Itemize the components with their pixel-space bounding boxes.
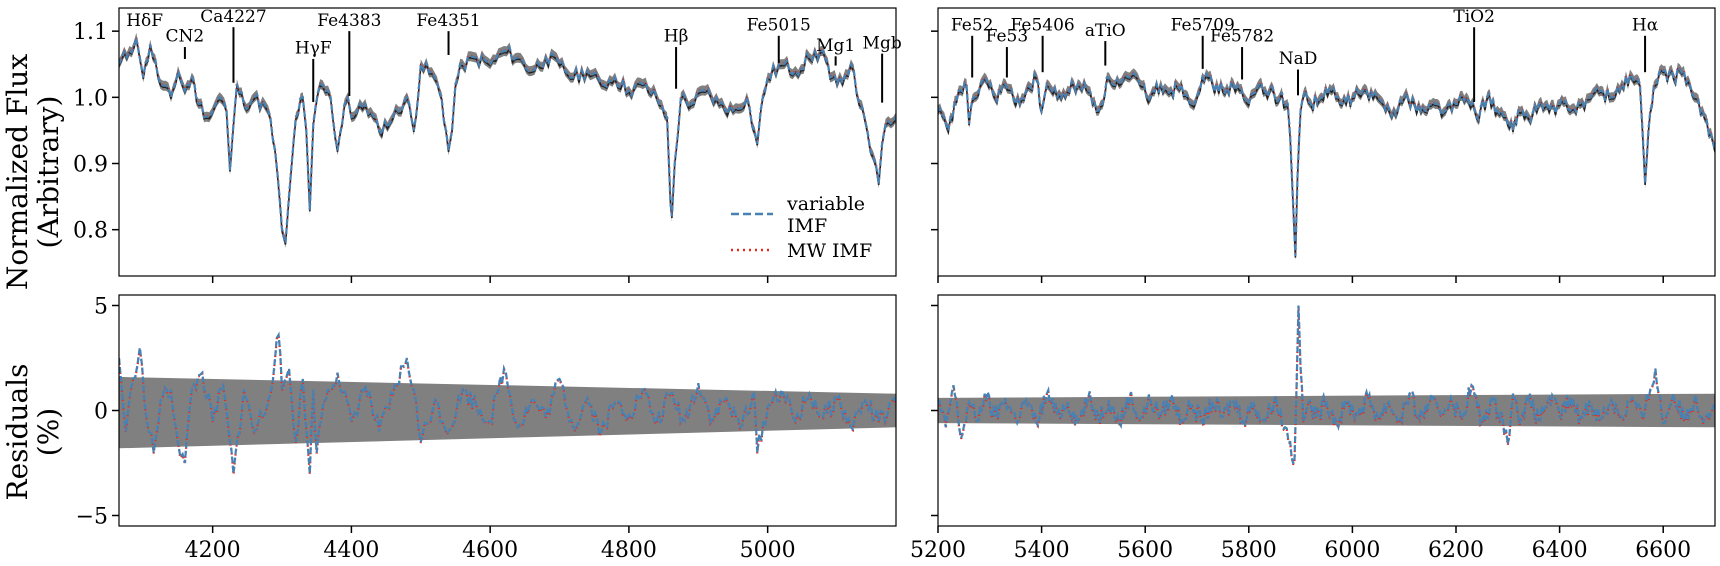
y-tick-label: 0.8: [73, 219, 108, 244]
feature-label: Hβ: [664, 27, 689, 47]
x-tick-label: 5400: [1014, 538, 1070, 563]
legend-label-variable-imf-line2: IMF: [787, 215, 827, 237]
feature-label: Fe5406: [1011, 15, 1075, 35]
feature-label: Ca4227: [200, 7, 266, 27]
feature-label: Fe5709: [1171, 15, 1235, 35]
y-tick-label: 0: [94, 400, 108, 425]
plot-area: [119, 32, 896, 248]
feature-label: Fe4351: [416, 11, 480, 31]
x-tick-label: 4600: [462, 538, 518, 563]
series-variable-imf-line: [119, 37, 896, 244]
residual-variable-imf-line: [119, 331, 896, 474]
y-tick-label: 1.0: [73, 86, 108, 111]
panel-frame: [937, 7, 1716, 277]
feature-label: HδF: [126, 11, 163, 31]
y-tick-label: −5: [76, 505, 108, 530]
x-tick-label: 6200: [1428, 538, 1484, 563]
plot-area: [938, 305, 1715, 466]
feature-label: HγF: [295, 39, 332, 59]
y-tick-label: 5: [94, 295, 108, 320]
residual-mw-imf-line: [119, 332, 896, 475]
x-tick-label: 5000: [740, 538, 796, 563]
x-tick-label: 4200: [185, 538, 241, 563]
series-variable-imf-line: [938, 65, 1715, 257]
plot-area: [119, 331, 896, 475]
feature-label: Mg1: [816, 36, 855, 56]
feature-label: aTiO: [1085, 21, 1126, 41]
legend-label-mw-imf: MW IMF: [787, 240, 872, 262]
x-tick-label: 4400: [323, 538, 379, 563]
feature-label: Mgb: [863, 33, 902, 53]
x-tick-label: 6400: [1532, 538, 1588, 563]
panel-bottom-left: 5 0 −5 4200 4400 4600 4800 5000: [76, 294, 897, 563]
ylabel-top-line1: Normalized Flux: [1, 54, 34, 290]
feature-label: Fe4383: [317, 11, 381, 31]
legend-label-variable-imf-line1: variable: [786, 193, 865, 215]
panel-frame: [118, 7, 897, 277]
y-axis-title-top: Normalized Flux (Arbitrary): [1, 54, 65, 290]
feature-label: Fe5782: [1210, 27, 1274, 47]
feature-label: Fe5015: [747, 15, 811, 35]
feature-label: Fe52: [951, 15, 994, 35]
series-data-line: [119, 39, 896, 245]
y-tick-label: 0.9: [73, 153, 108, 178]
residual-mw-imf-line: [938, 306, 1715, 466]
residual-variable-imf-line: [938, 305, 1715, 465]
feature-label: TiO2: [1453, 7, 1495, 27]
y-tick-label: 1.1: [73, 20, 108, 45]
feature-label: NaD: [1279, 49, 1318, 69]
x-tick-label: 4800: [601, 538, 657, 563]
x-tick-label: 6000: [1324, 538, 1380, 563]
feature-label: Hα: [1632, 15, 1659, 35]
plot-area: [938, 62, 1715, 262]
x-tick-label: 5800: [1221, 538, 1277, 563]
x-tick-label: 5200: [910, 538, 966, 563]
y-axis-title-bottom: Residuals (%): [1, 364, 65, 501]
x-tick-label: 6600: [1635, 538, 1691, 563]
feature-label: CN2: [166, 27, 205, 47]
uncertainty-band: [119, 32, 896, 248]
panel-bottom-right: 5200 5400 5600 5800 6000 6200 6400 6600: [910, 294, 1716, 563]
series-data-line: [938, 67, 1715, 258]
x-tick-label: 5600: [1117, 538, 1173, 563]
ylabel-bottom-line2: (%): [32, 408, 65, 456]
ylabel-top-line2: (Arbitrary): [32, 96, 65, 249]
ylabel-bottom-line1: Residuals: [1, 364, 34, 501]
feature-label: Fe53: [986, 27, 1029, 47]
